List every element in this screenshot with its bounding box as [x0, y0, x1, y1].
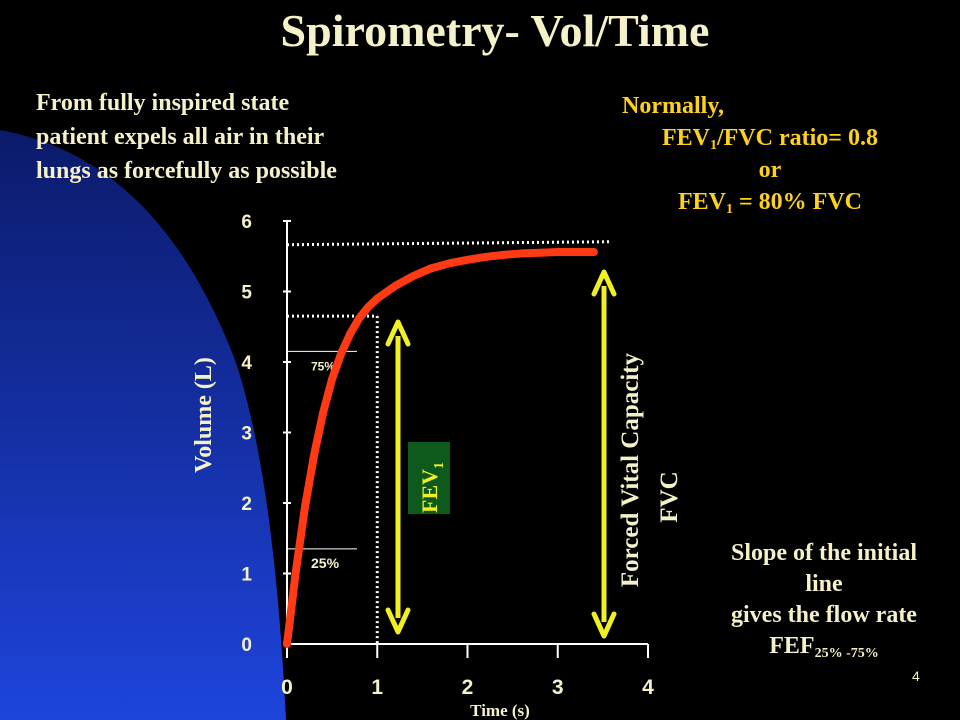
description-line: lungs as forcefully as possible — [36, 158, 337, 184]
y-tick-label: 3 — [241, 424, 252, 445]
y-tick-label: 1 — [241, 565, 252, 586]
ratio-line: FEV1/FVC ratio= 0.8 — [662, 125, 878, 153]
percent-marker-label: 25% — [311, 555, 340, 571]
description-text: From fully inspired state patient expels… — [36, 86, 476, 188]
fvc-label-line1: Forced Vital Capacity — [617, 352, 644, 587]
fev1-label-box — [408, 442, 450, 514]
volume-curve — [283, 248, 598, 648]
y-tick-label: 5 — [241, 283, 252, 304]
slope-line: gives the flow rate — [731, 602, 917, 628]
slope-line: line — [805, 571, 843, 597]
x-axis-label: Time (s) — [470, 701, 530, 720]
normally-label: Normally, — [622, 93, 724, 119]
fvc-label-line2: FVC — [656, 471, 683, 522]
fev1-label: FEV1 — [417, 462, 447, 513]
x-tick-label: 0 — [281, 676, 293, 699]
x-tick-label: 1 — [371, 676, 383, 699]
fvc-arrow-head-bottom — [591, 611, 617, 639]
x-tick-label: 2 — [462, 676, 474, 699]
percent-marker-label: 75% — [311, 359, 335, 373]
y-axis-label: Volume (L) — [191, 357, 217, 473]
page-number: 4 — [912, 668, 920, 684]
slope-note: Slope of the initial line gives the flow… — [688, 538, 960, 662]
slope-line: Slope of the initial — [730, 540, 917, 566]
fef-label: FEF25% -75% — [769, 633, 879, 661]
normal-ratio-note: Normally, FEV1/FVC ratio= 0.8 or FEV1 = … — [590, 90, 950, 218]
description-line: patient expels all air in their — [36, 124, 325, 150]
x-tick-label: 4 — [642, 676, 654, 699]
y-tick-label: 6 — [241, 212, 252, 233]
description-line: From fully inspired state — [36, 90, 290, 116]
fvc-arrow-head-top — [591, 269, 617, 297]
fev1-arrow-head-top — [385, 319, 411, 347]
slide-title: Spirometry- Vol/Time — [280, 5, 710, 56]
y-tick-label: 0 — [241, 635, 252, 656]
x-tick-label: 3 — [552, 676, 564, 699]
fev1-arrow-head-bottom — [385, 607, 411, 635]
fev-percent-line: FEV1 = 80% FVC — [678, 189, 862, 217]
y-tick-label: 2 — [241, 494, 252, 515]
or-label: or — [758, 157, 782, 183]
fvc-dotted-line — [286, 240, 613, 247]
y-tick-label: 4 — [241, 353, 252, 374]
